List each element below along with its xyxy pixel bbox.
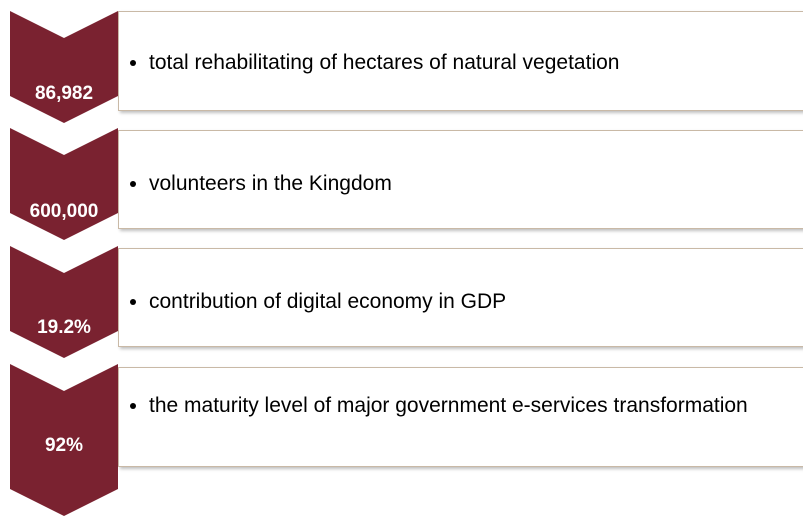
chevron (10, 246, 118, 358)
text-box: the maturity level of major government e… (118, 367, 803, 467)
item-text: the maturity level of major government e… (149, 393, 787, 419)
chevron (10, 128, 118, 240)
text-box: contribution of digital economy in GDP (118, 248, 803, 347)
chevron (10, 11, 118, 123)
item-text: total rehabilitating of hectares of natu… (149, 50, 787, 76)
chevron (10, 364, 118, 516)
item-value: 86,982 (35, 83, 93, 104)
text-box: total rehabilitating of hectares of natu… (118, 11, 803, 111)
item-text: volunteers in the Kingdom (149, 171, 787, 197)
item-value: 92% (45, 435, 83, 456)
item-text: contribution of digital economy in GDP (149, 289, 787, 315)
item-value: 19.2% (37, 317, 91, 338)
text-box: volunteers in the Kingdom (118, 130, 803, 229)
item-value: 600,000 (30, 201, 99, 222)
